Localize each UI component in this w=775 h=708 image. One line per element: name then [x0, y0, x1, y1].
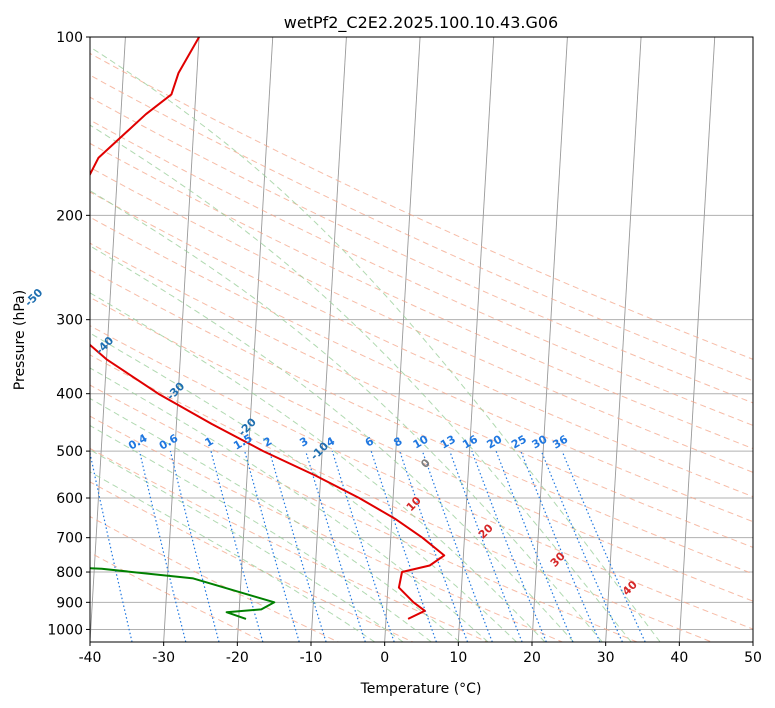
- mixing-ratio-line: [471, 450, 547, 642]
- y-tick-label: 400: [56, 387, 83, 403]
- y-tick-label: 300: [56, 313, 83, 329]
- moist-adiabat-line: [90, 449, 404, 642]
- dry-adiabat-line: [90, 166, 753, 473]
- isotherm-line: [163, 37, 200, 642]
- dry-adiabat-line: [90, 242, 753, 548]
- plot-frame: [89, 36, 754, 643]
- mixing-ratio-line: [138, 450, 187, 642]
- isotherm-line: [236, 37, 274, 642]
- x-tick-label: 0: [380, 650, 389, 666]
- y-tick-label: 600: [56, 491, 83, 507]
- mixing-ratio-line: [268, 450, 327, 642]
- y-tick-label: 100: [56, 30, 83, 46]
- x-tick-label: -30: [152, 650, 175, 666]
- mixing-ratio-lines: [90, 450, 646, 642]
- moist-adiabat-line: [90, 190, 603, 642]
- mixing-ratio-line: [495, 450, 574, 642]
- moist-adiabat-line: [90, 332, 517, 642]
- moist-adiabat-lines: [90, 46, 661, 642]
- mixing-ratio-line: [399, 450, 469, 642]
- mixing-ratio-line: [305, 450, 366, 642]
- moist-adiabat-line: [90, 471, 375, 642]
- y-tick-label: 200: [56, 208, 83, 224]
- mixing-ratio-line: [449, 450, 523, 642]
- x-tick-label: 30: [597, 650, 615, 666]
- temperature-profile: [90, 37, 446, 620]
- dry-adiabat-line: [90, 52, 753, 360]
- moist-adiabat-line: [90, 367, 489, 642]
- x-tick-label: 10: [449, 650, 467, 666]
- mixing-ratio-line: [90, 450, 133, 642]
- moist-adiabat-line: [90, 245, 574, 642]
- dry-adiabat-line: [90, 96, 753, 404]
- dry-adiabat-line: [90, 481, 414, 642]
- x-tick-label: -40: [79, 650, 102, 666]
- dry-adiabat-line: [90, 74, 753, 382]
- x-axis-label: Temperature (°C): [360, 681, 482, 697]
- mixing-ratio-line: [331, 450, 395, 642]
- mixing-ratio-line: [210, 450, 264, 642]
- dewpoint-profile: [90, 567, 276, 620]
- mixing-ratio-line: [561, 450, 646, 642]
- chart-title: wetPf2_C2E2.2025.100.10.43.G06: [284, 13, 558, 33]
- moist-adiabat-line: [90, 46, 661, 642]
- mixing-ratio-line: [370, 450, 437, 642]
- mixing-ratio-line: [421, 450, 493, 642]
- isotherm-line: [605, 37, 642, 642]
- x-tick-label: -10: [300, 650, 323, 666]
- y-tick-label: 800: [56, 565, 83, 581]
- moist-adiabat-line: [90, 424, 432, 642]
- x-tick-label: 50: [744, 650, 762, 666]
- dry-adiabat-line: [90, 119, 753, 426]
- isotherm-line: [457, 37, 495, 642]
- mixing-ratio-line: [520, 450, 601, 642]
- dry-adiabat-line: [90, 384, 638, 642]
- isotherm-line: [678, 37, 716, 642]
- moist-adiabat-line: [90, 124, 632, 642]
- dry-adiabat-line: [90, 447, 488, 642]
- isotherm-line: [384, 37, 421, 642]
- mixing-ratio-line: [244, 450, 300, 642]
- y-tick-label: 700: [56, 531, 83, 547]
- sounding-series: [90, 37, 446, 620]
- y-tick-label: 500: [56, 444, 83, 460]
- y-tick-label: 1000: [47, 622, 83, 638]
- x-tick-label: -20: [226, 650, 249, 666]
- mixing-ratio-line: [540, 450, 623, 642]
- dry-adiabat-line: [90, 269, 753, 575]
- y-axis-label: Pressure (hPa): [12, 290, 28, 390]
- x-tick-label: 20: [523, 650, 541, 666]
- dry-adiabat-lines: [90, 52, 753, 642]
- x-tick-label: 40: [670, 650, 688, 666]
- dry-adiabat-line: [90, 191, 753, 498]
- mixing-ratio-line: [169, 450, 220, 642]
- dry-adiabat-line: [90, 325, 753, 630]
- y-tick-label: 900: [56, 595, 83, 611]
